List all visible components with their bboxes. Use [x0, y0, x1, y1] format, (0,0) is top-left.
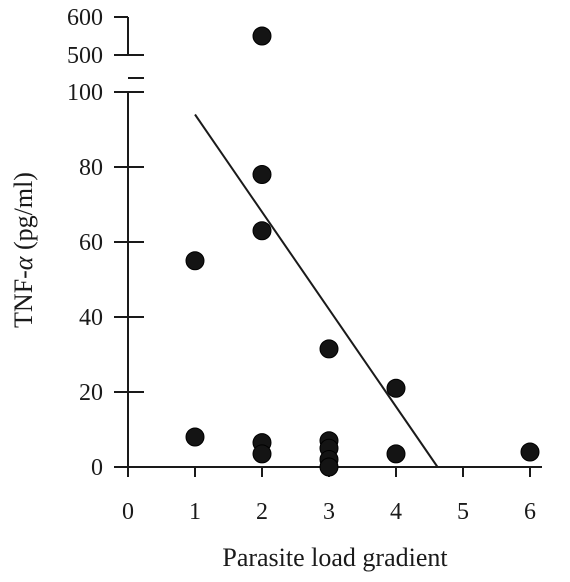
data-point: [185, 427, 205, 447]
data-point: [386, 444, 406, 464]
x-tick-label: 1: [189, 499, 201, 525]
data-point: [252, 221, 272, 241]
y-tick-label: 100: [67, 80, 103, 106]
y-tick-label: 40: [79, 305, 103, 331]
data-point: [520, 442, 540, 462]
x-tick-label: 2: [256, 499, 268, 525]
data-point: [252, 26, 272, 46]
data-point: [319, 339, 339, 359]
points-layer: [185, 26, 540, 477]
y-tick-label: 0: [91, 455, 103, 481]
data-point: [252, 444, 272, 464]
y-tick-label: 600: [67, 5, 103, 31]
y-tick-label: 80: [79, 155, 103, 181]
trend-line: [194, 113, 439, 468]
x-axis-title: Parasite load gradient: [222, 543, 448, 572]
data-point: [185, 251, 205, 271]
y-tick-label: 20: [79, 380, 103, 406]
y-axis-title-symbol: α: [9, 255, 38, 270]
x-tick-label: 5: [457, 499, 469, 525]
y-axis-title-unit: (pg/ml): [9, 172, 38, 257]
x-tick-label: 0: [122, 499, 134, 525]
data-point: [319, 457, 339, 477]
data-point: [386, 378, 406, 398]
data-point: [252, 165, 272, 184]
y-axis-title-main: TNF-: [9, 270, 38, 328]
y-tick-label: 500: [67, 43, 103, 69]
x-tick-label: 4: [390, 499, 402, 525]
x-tick-label: 3: [323, 499, 335, 525]
x-tick-label: 6: [524, 499, 536, 525]
y-tick-label: 60: [79, 230, 103, 256]
y-axis-title: TNF-α (pg/ml): [9, 172, 38, 328]
trend-layer: [194, 113, 439, 468]
